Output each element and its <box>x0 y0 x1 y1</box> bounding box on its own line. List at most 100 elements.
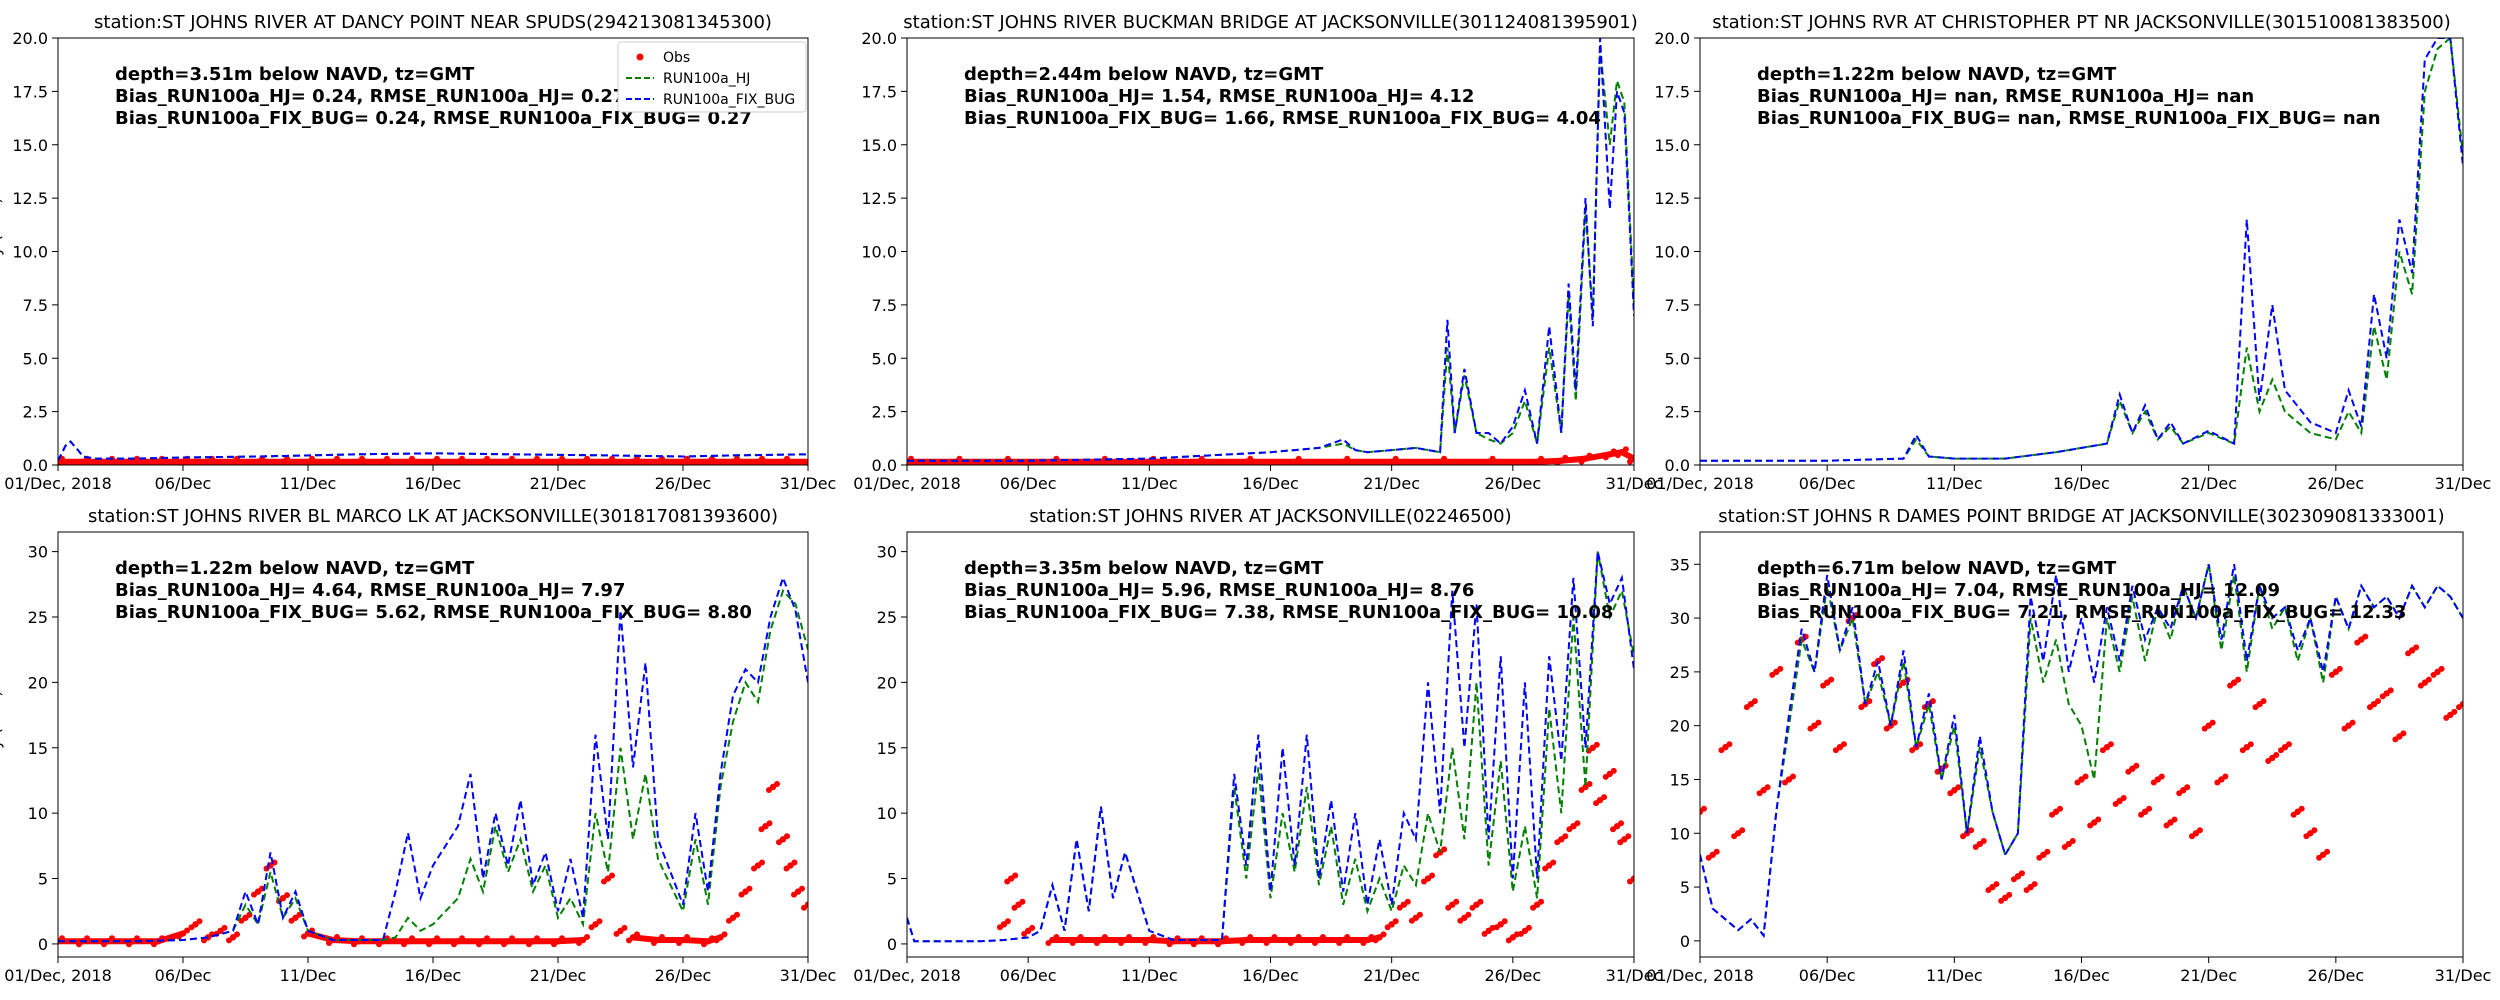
obs-point <box>1731 833 1738 840</box>
y-tick-label: 10.0 <box>1654 243 1690 262</box>
obs-point <box>1743 704 1750 711</box>
obs-point <box>1853 612 1860 619</box>
plot-frame <box>57 531 809 958</box>
obs-point <box>1617 839 1624 846</box>
obs-point <box>2031 881 2038 888</box>
obs-point <box>2214 779 2221 786</box>
obs-point <box>2171 816 2178 823</box>
obs-point <box>1871 661 1878 668</box>
obs-point <box>1505 937 1512 944</box>
obs-point <box>2209 719 2216 726</box>
obs-point <box>2400 730 2407 737</box>
obs-point <box>1985 887 1992 894</box>
x-tick-label: 06/Dec <box>155 474 212 493</box>
y-tick-label: 10 <box>1670 824 1690 843</box>
stats-line: Bias_RUN100a_FIX_BUG= 7.38, RMSE_RUN100a… <box>964 602 1613 623</box>
obs-point <box>1832 747 1839 754</box>
obs-point <box>1693 812 1699 818</box>
y-tick-label: 2.5 <box>1665 403 1690 422</box>
obs-dense-band <box>1146 937 1177 945</box>
obs-point <box>2438 665 2445 672</box>
obs-point <box>1777 665 1784 672</box>
obs-point <box>1602 773 1609 780</box>
obs-point <box>596 918 603 925</box>
obs-point <box>2184 784 2191 791</box>
obs-point <box>1004 878 1011 885</box>
x-tick-label: 01/Dec, 2018 <box>1646 966 1754 985</box>
legend-label: RUN100a_HJ <box>663 71 750 87</box>
obs-point <box>2451 708 2458 715</box>
stats-line: Bias_RUN100a_HJ= 0.24, RMSE_RUN100a_HJ= … <box>115 86 625 107</box>
obs-point <box>1574 820 1581 827</box>
obs-point <box>1790 773 1797 780</box>
x-tick-label: 26/Dec <box>2307 474 2364 493</box>
obs-point <box>1879 655 1886 662</box>
plot-frame <box>57 37 809 466</box>
y-tick-label: 7.5 <box>23 296 48 315</box>
y-tick-label: 35 <box>1670 555 1690 574</box>
obs-point <box>1453 898 1460 905</box>
obs-point <box>2112 800 2119 807</box>
obs-point <box>2464 698 2470 704</box>
obs-point <box>2095 816 2102 823</box>
x-tick-label: 16/Dec <box>1242 966 1299 985</box>
obs-points <box>907 446 1634 465</box>
x-tick-label: 06/Dec <box>1000 474 1057 493</box>
obs-point <box>2324 848 2331 855</box>
y-tick-label: 7.5 <box>872 296 897 315</box>
obs-point <box>766 787 772 793</box>
obs-point <box>809 456 815 462</box>
y-tick-label: 15.0 <box>12 136 48 155</box>
stats-line: depth=3.35m below NAVD, tz=GMT <box>964 558 1324 579</box>
obs-point <box>2260 698 2267 705</box>
obs-point <box>2252 704 2259 711</box>
stats-line: Bias_RUN100a_HJ= nan, RMSE_RUN100a_HJ= n… <box>1757 86 2254 107</box>
obs-point <box>2158 773 2165 780</box>
obs-point <box>288 917 295 924</box>
y-tick-label: 0.0 <box>23 456 48 475</box>
obs-point <box>1917 741 1924 748</box>
obs-point <box>1429 872 1436 879</box>
obs-point <box>2120 794 2127 801</box>
obs-point <box>1960 833 1967 840</box>
obs-point <box>783 865 790 872</box>
panel-title: station:ST JOHNS RIVER AT JACKSONVILLE(0… <box>1029 506 1511 527</box>
obs-point <box>1517 930 1524 937</box>
y-tick-label: 15 <box>877 739 897 758</box>
obs-point <box>1909 747 1916 754</box>
x-tick-label: 11/Dec <box>1121 474 1178 493</box>
x-tick-label: 21/Dec <box>2180 966 2237 985</box>
x-tick-label: 26/Dec <box>1484 474 1541 493</box>
obs-point <box>1457 917 1464 924</box>
x-tick-label: 31/Dec <box>780 966 837 985</box>
y-tick-label: 0.0 <box>872 456 897 475</box>
plot-area <box>907 38 1634 465</box>
obs-point <box>1610 767 1617 774</box>
obs-point <box>2146 805 2153 812</box>
x-tick-label: 31/Dec <box>780 474 837 493</box>
obs-point <box>1820 682 1827 689</box>
plot-area <box>1693 564 2470 939</box>
obs-point <box>1891 719 1898 726</box>
y-tick-label: 10 <box>877 804 897 823</box>
obs-point <box>1955 784 1962 791</box>
obs-point <box>2176 790 2183 797</box>
stats-line: Bias_RUN100a_HJ= 1.54, RMSE_RUN100a_HJ= … <box>964 86 1474 107</box>
obs-point <box>1384 924 1391 931</box>
plot-frame <box>906 37 1635 466</box>
obs-point <box>1701 805 1707 812</box>
obs-point <box>1019 898 1026 905</box>
obs-point <box>226 937 232 944</box>
obs-dense-band <box>1534 457 1565 465</box>
obs-point <box>2010 876 2017 883</box>
legend: Obs RUN100a_HJ RUN100a_FIX_BUG <box>617 41 807 113</box>
obs-point <box>1858 704 1865 711</box>
obs-points <box>1693 612 2470 904</box>
x-tick-label: 01/Dec, 2018 <box>853 474 961 493</box>
obs-point <box>1769 671 1776 678</box>
obs-point <box>1601 794 1608 801</box>
obs-point <box>2087 822 2094 829</box>
obs-point <box>2099 747 2106 754</box>
y-tick-label: 5.0 <box>23 349 48 368</box>
obs-point <box>2227 682 2234 689</box>
